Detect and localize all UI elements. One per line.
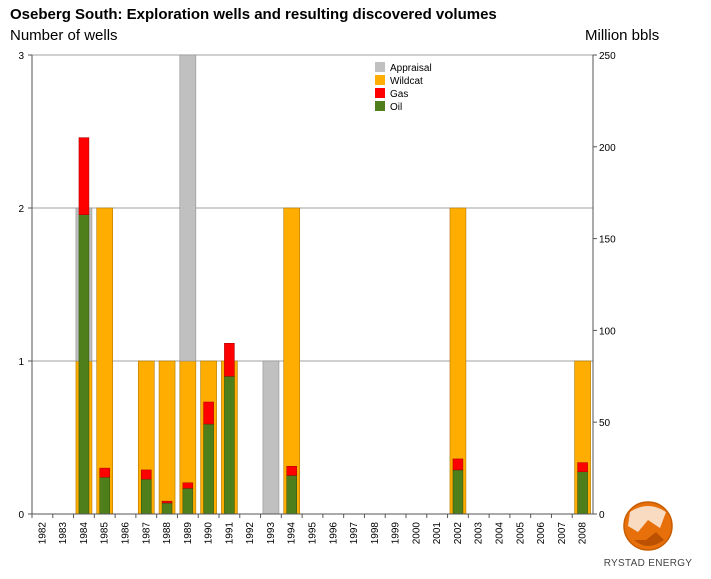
legend-swatch-oil [375, 101, 385, 111]
legend: Appraisal Wildcat Gas Oil [375, 62, 432, 113]
y-right-tick-label: 150 [599, 235, 616, 246]
x-tick-label-2008: 2008 [578, 522, 589, 545]
bar-gas-1989 [182, 482, 194, 489]
y-left-tick-label: 1 [18, 357, 24, 368]
bar-oil-1991 [224, 376, 235, 515]
bar-gas-1994 [286, 466, 297, 476]
bar-wildcat-1988 [158, 360, 176, 515]
y-left-tick-label: 0 [18, 510, 24, 521]
x-tick-label-1988: 1988 [162, 522, 173, 545]
x-tick-label-1987: 1987 [141, 522, 152, 545]
x-tick-label-1993: 1993 [266, 522, 277, 545]
x-tick-label-2002: 2002 [453, 522, 464, 545]
rystad-logo: RYSTAD ENERGY [604, 501, 693, 569]
x-tick-label-1996: 1996 [328, 522, 339, 545]
legend-label-appraisal: Appraisal [390, 63, 432, 74]
bar-gas-1988 [161, 500, 173, 504]
y-right-tick-label: 100 [599, 326, 616, 337]
x-tick-label-1992: 1992 [245, 522, 256, 545]
legend-swatch-gas [375, 88, 385, 98]
chart-title: Oseberg South: Exploration wells and res… [10, 6, 497, 23]
x-tick-label-1994: 1994 [287, 522, 298, 545]
x-tick-label-2004: 2004 [495, 522, 506, 545]
x-tick-label-2000: 2000 [411, 522, 422, 545]
bar-gas-2002 [452, 458, 464, 471]
bar-oil-2008 [577, 471, 588, 515]
y-right-tick-label: 250 [599, 51, 616, 62]
axes-group [28, 54, 597, 518]
logo-globe-highlight [628, 506, 666, 532]
x-tick-label-1995: 1995 [308, 522, 319, 545]
bar-oil-1990 [203, 423, 214, 515]
bar-oil-1989 [182, 488, 194, 515]
x-tick-label-1999: 1999 [391, 522, 402, 545]
bar-oil-1985 [99, 477, 110, 515]
gridlines [32, 54, 593, 362]
tick-labels: 1982 1983 1984 1985 1986 1987 1988 1989 1990 1991… [18, 51, 616, 544]
x-tick-label-1986: 1986 [121, 522, 132, 545]
bar-gas-1991 [224, 343, 235, 377]
y-axis-left-label: Number of wells [10, 27, 118, 44]
x-tick-label-1990: 1990 [204, 522, 215, 545]
y-right-tick-label: 200 [599, 143, 616, 154]
x-tick-label-1984: 1984 [79, 522, 90, 545]
x-tick-label-1983: 1983 [58, 522, 69, 545]
y-axis-right-label: Million bbls [585, 27, 660, 44]
legend-label-wildcat: Wildcat [390, 76, 423, 87]
legend-swatch-wildcat [375, 75, 385, 85]
bar-gas-1987 [141, 469, 152, 480]
y-left-tick-label: 2 [18, 204, 24, 215]
x-tick-label-1991: 1991 [224, 522, 235, 545]
x-tick-label-2001: 2001 [432, 522, 443, 545]
bar-oil-1987 [141, 478, 152, 515]
x-tick-label-1998: 1998 [370, 522, 381, 545]
bar-gas-1990 [203, 401, 214, 425]
legend-label-gas: Gas [390, 89, 408, 100]
bar-appraisal-1993 [262, 360, 280, 515]
y-left-tick-label: 3 [18, 51, 24, 62]
x-tick-label-1982: 1982 [37, 522, 48, 545]
bar-gas-2008 [577, 462, 588, 473]
x-tick-label-2006: 2006 [536, 522, 547, 545]
x-tick-label-1985: 1985 [100, 522, 111, 545]
logo-text: RYSTAD ENERGY [604, 558, 693, 569]
bar-appraisal-1989 [179, 54, 197, 362]
legend-swatch-appraisal [375, 62, 385, 72]
bars-group [75, 54, 591, 515]
logo-globe-shade [634, 532, 664, 546]
x-tick-label-1989: 1989 [183, 522, 194, 545]
x-tick-label-2007: 2007 [557, 522, 568, 545]
bar-oil-1988 [161, 502, 173, 515]
bar-oil-2002 [452, 469, 464, 515]
logo-globe-rim [623, 501, 673, 551]
bar-oil-1984 [78, 214, 90, 515]
bar-gas-1984 [78, 137, 90, 215]
bar-gas-1985 [99, 467, 110, 478]
x-tick-label-2003: 2003 [474, 522, 485, 545]
bar-oil-1994 [286, 475, 297, 515]
legend-label-oil: Oil [390, 102, 402, 113]
y-right-tick-label: 50 [599, 418, 611, 429]
x-tick-label-2005: 2005 [515, 522, 526, 545]
x-tick-label-1997: 1997 [349, 522, 360, 545]
y-right-tick-label: 0 [599, 510, 605, 521]
